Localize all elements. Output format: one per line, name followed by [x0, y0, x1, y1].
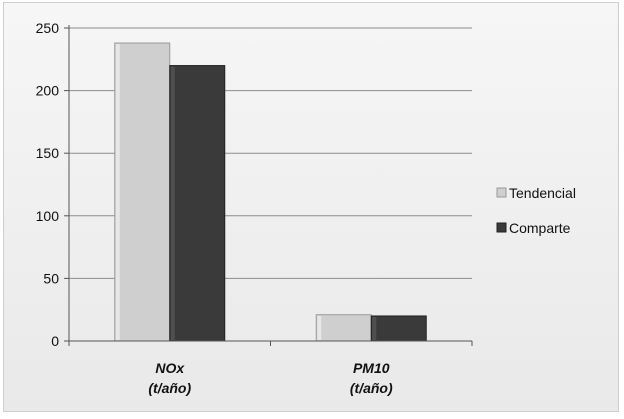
- y-tick-label: 0: [51, 333, 59, 349]
- bar-comparte-nox: [169, 65, 226, 342]
- bar-chart: 0 50 100 150 200 250 NOx (t/año) PM10 (t/año) Te…: [36, 20, 576, 396]
- y-tick-label: 200: [36, 83, 60, 99]
- legend-swatch-comparte: [496, 222, 507, 233]
- axes: [64, 25, 473, 346]
- y-tick-label: 250: [36, 20, 60, 36]
- bar-tendencial-nox: [114, 42, 171, 342]
- bar-highlight: [317, 315, 322, 340]
- bar-highlight: [372, 316, 377, 340]
- chart-frame: 0 50 100 150 200 250 NOx (t/año) PM10 (t/año) Te…: [3, 2, 619, 412]
- legend-swatch-tendencial: [496, 187, 507, 198]
- x-category-labels: NOx (t/año) PM10 (t/año): [148, 360, 393, 396]
- legend: Tendencial Comparte: [496, 185, 576, 236]
- legend-label-tendencial: Tendencial: [509, 185, 576, 201]
- x-category-unit-label: (t/año): [350, 380, 393, 396]
- bar-highlight: [115, 44, 120, 341]
- bar-comparte-pm10: [370, 315, 427, 342]
- legend-label-comparte: Comparte: [509, 220, 571, 236]
- bar-highlight: [170, 66, 175, 340]
- y-tick-label: 150: [36, 145, 60, 161]
- bar-tendencial-pm10: [315, 314, 372, 342]
- y-tick-labels: 0 50 100 150 200 250: [36, 20, 60, 349]
- y-tick-label: 100: [36, 208, 60, 224]
- x-category-label-pm10: PM10: [353, 360, 390, 376]
- x-category-label-nox: NOx: [155, 360, 185, 376]
- x-category-unit-label: (t/año): [148, 380, 191, 396]
- y-tick-label: 50: [43, 270, 59, 286]
- bars: [114, 42, 427, 342]
